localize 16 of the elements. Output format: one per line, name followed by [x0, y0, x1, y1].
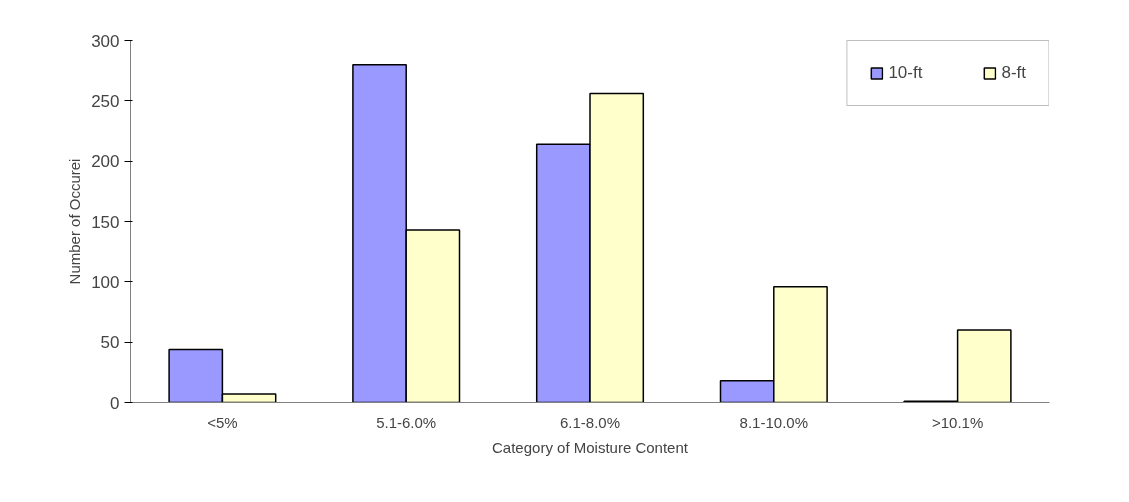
x-tick-label: <5% — [207, 413, 238, 431]
y-tick-label: 50 — [100, 333, 120, 353]
y-tick-label: 150 — [91, 212, 120, 232]
legend-label: 10-ft — [888, 63, 923, 83]
y-tick-label: 300 — [91, 31, 120, 51]
y-tick-label: 100 — [91, 272, 120, 292]
x-tick-label: >10.1% — [931, 413, 984, 431]
y-tick-label: 200 — [91, 152, 120, 172]
y-tick-label: 0 — [110, 393, 120, 413]
x-tick-label: 6.1-8.0% — [559, 413, 621, 431]
legend-label: 8-ft — [1001, 63, 1026, 83]
x-tick-label: 5.1-6.0% — [376, 413, 437, 431]
y-tick-label: 250 — [91, 91, 120, 111]
y-axis-title: Number of Occurei — [66, 158, 84, 285]
x-axis-title: Category of Moisture Content — [492, 438, 689, 456]
x-tick-label: 8.1-10.0% — [739, 413, 808, 431]
